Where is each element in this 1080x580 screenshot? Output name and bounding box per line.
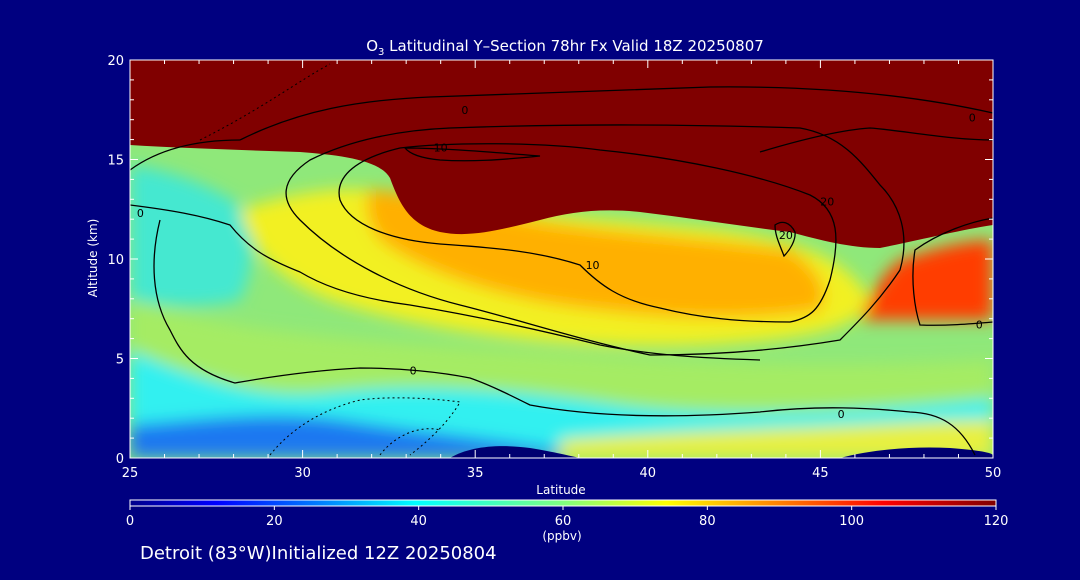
- colorbar-tick-label: 100: [839, 514, 864, 529]
- colorbar-tick-label: 40: [410, 514, 427, 529]
- band-boundary-layer-blue: [130, 415, 560, 458]
- band-upper-troposphere-red: [860, 240, 993, 320]
- contour-line-dotted: [379, 428, 441, 456]
- y-tick-label: 10: [107, 253, 124, 268]
- contour-label: 10: [586, 259, 600, 272]
- x-tick-label: 40: [640, 466, 657, 481]
- contour-label: 0: [969, 112, 976, 125]
- contour-line: [774, 221, 796, 258]
- contour-label: 0: [461, 104, 468, 117]
- contour-line: [403, 147, 541, 162]
- contour-line: [239, 86, 993, 141]
- y-axis-label: Altitude (km): [86, 219, 100, 298]
- x-axis-label: Latitude: [536, 483, 585, 497]
- y-tick-label: 15: [107, 154, 124, 169]
- contour-label: 10: [434, 142, 448, 155]
- x-tick-label: 35: [467, 466, 484, 481]
- contour-labels: 10 0 0 20 20 10 0 0 0 0: [137, 104, 983, 421]
- contour-label: 0: [137, 207, 144, 220]
- band-cyan-upper-left: [130, 165, 252, 306]
- y-tick-label: 5: [116, 353, 124, 368]
- y-tick-label: 0: [116, 452, 124, 467]
- x-axis: 25 30 35 40 45 50: [122, 60, 1002, 481]
- x-tick-label: 50: [985, 466, 1002, 481]
- chart-title: O3 Latitudinal Y–Section 78hr Fx Valid 1…: [366, 37, 764, 58]
- x-tick-label: 45: [812, 466, 829, 481]
- contour-label: 20: [820, 195, 834, 208]
- colorbar-tick-label: 20: [266, 514, 283, 529]
- colorbar-label: (ppbv): [542, 529, 581, 543]
- contour-line: [285, 124, 905, 356]
- stratosphere-high-ozone: [130, 60, 993, 248]
- colorbar-tick-label: 120: [984, 514, 1009, 529]
- x-tick-label: 25: [122, 466, 139, 481]
- contour-label: 0: [410, 364, 417, 377]
- band-near-surface-yellow: [560, 420, 993, 458]
- contour-line: [759, 127, 993, 153]
- y-axis: 0 5 10 15 20: [107, 54, 993, 467]
- contour-line: [130, 204, 761, 361]
- colorbar: 0 20 40 60 80 100 120 (ppbv): [126, 499, 1009, 543]
- ozone-field: [130, 60, 993, 458]
- contour-label: 20: [779, 229, 793, 242]
- contour-label: 0: [838, 408, 845, 421]
- colorbar-gradient: [129, 499, 997, 507]
- footer-initialized-text: Detroit (83°W)Initialized 12Z 20250804: [140, 543, 497, 564]
- contour-line: [912, 217, 993, 326]
- surface-terrain: [450, 446, 993, 458]
- x-tick-label: 30: [294, 466, 311, 481]
- colorbar-tick-label: 0: [126, 514, 134, 529]
- contour-label: 0: [976, 319, 983, 332]
- colorbar-tick-label: 80: [699, 514, 716, 529]
- contour-lines: [130, 63, 993, 456]
- contour-line: [153, 219, 976, 456]
- colorbar-ticks: 0 20 40 60 80 100 120: [126, 506, 1009, 529]
- colorbar-tick-label: 60: [555, 514, 572, 529]
- contour-line: [130, 139, 241, 171]
- contour-line: [338, 143, 837, 323]
- y-tick-label: 20: [107, 54, 124, 69]
